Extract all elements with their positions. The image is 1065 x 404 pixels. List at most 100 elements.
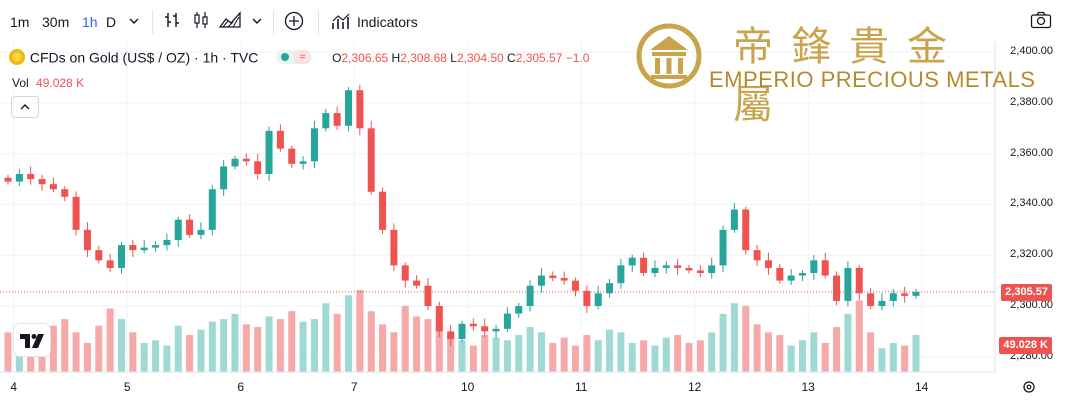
volume-bar xyxy=(186,334,194,372)
interval-1m[interactable]: 1m xyxy=(10,14,30,30)
volume-bar xyxy=(651,345,659,372)
volume-bar xyxy=(572,345,579,372)
compare-symbol-button[interactable] xyxy=(284,11,304,33)
bar-chart-type-button[interactable] xyxy=(163,11,181,33)
candle-body xyxy=(594,293,602,306)
candle-body xyxy=(901,293,909,296)
candle-body xyxy=(27,174,35,180)
volume-bar xyxy=(844,313,852,372)
snapshot-button[interactable] xyxy=(1030,11,1052,33)
candle-body xyxy=(572,280,579,291)
candle-body xyxy=(628,257,636,266)
indicators-button[interactable]: Indicators xyxy=(331,11,418,33)
candle-body xyxy=(515,306,523,314)
price-tick-label: 2,360.00 xyxy=(1010,146,1053,159)
open-label: O xyxy=(332,50,342,65)
close-label: C xyxy=(507,50,516,65)
chart-type-dropdown[interactable] xyxy=(251,11,263,33)
chevron-down-icon xyxy=(252,18,262,24)
status-pill[interactable]: ≈ xyxy=(276,50,313,65)
high-value: 2,308.68 xyxy=(400,50,447,65)
candle-body xyxy=(15,174,23,182)
volume-bar xyxy=(242,324,250,372)
candle-body xyxy=(764,260,772,268)
candle-body xyxy=(163,240,171,246)
area-chart-type-button[interactable] xyxy=(219,11,241,33)
time-tick-label: 13 xyxy=(801,380,815,394)
candle-body xyxy=(844,267,852,301)
volume-bar xyxy=(833,327,841,372)
candle-body xyxy=(197,229,205,235)
time-tick-label: 10 xyxy=(460,380,475,394)
volume-bar xyxy=(662,337,670,372)
candle-body xyxy=(719,229,727,266)
volume-bar xyxy=(742,305,750,372)
candle-body xyxy=(49,184,57,190)
candle-body xyxy=(186,219,194,235)
candle-body xyxy=(152,245,160,248)
volume-bar xyxy=(322,303,330,372)
candle-body xyxy=(753,250,761,261)
candle-body xyxy=(435,306,443,332)
candle-body xyxy=(867,293,875,306)
volume-value: 49.028 K xyxy=(36,76,85,90)
candle-body xyxy=(220,166,228,190)
candle-body xyxy=(72,196,80,230)
interval-dropdown[interactable] xyxy=(128,11,140,33)
candle-body xyxy=(299,161,307,164)
interval-1h[interactable]: 1h xyxy=(82,14,98,30)
volume-bar xyxy=(299,321,307,372)
volume-bar xyxy=(367,311,375,372)
candle-body xyxy=(821,260,829,276)
volume-bar xyxy=(129,332,137,372)
candle-body xyxy=(810,260,818,273)
volume-bar xyxy=(526,327,534,372)
auto-scale-button[interactable] xyxy=(1022,380,1036,399)
volume-bar xyxy=(83,342,91,372)
volume-bar xyxy=(118,319,125,372)
area-chart-icon xyxy=(219,11,241,28)
candle-body xyxy=(61,189,69,197)
candle-body xyxy=(208,189,216,230)
volume-bar xyxy=(696,340,704,372)
volume-bar xyxy=(333,313,341,372)
volume-bar xyxy=(617,332,625,372)
candles-chart-type-button[interactable] xyxy=(192,11,210,33)
collapse-legend-button[interactable] xyxy=(11,96,39,118)
volume-bar xyxy=(730,303,738,372)
interval-30m[interactable]: 30m xyxy=(42,14,70,30)
volume-bar xyxy=(288,311,296,372)
volume-bar xyxy=(140,342,148,372)
settings-icon xyxy=(1023,381,1035,393)
volume-bar xyxy=(889,342,897,372)
volume-bar xyxy=(674,334,682,372)
candle-body xyxy=(38,179,46,185)
volume-bar xyxy=(254,327,262,372)
candle-body xyxy=(674,265,682,268)
candle-body xyxy=(503,313,511,329)
candle-body xyxy=(685,267,693,271)
interval-d[interactable]: D xyxy=(106,14,117,30)
time-tick-label: 4 xyxy=(10,380,18,394)
price-tick-label: 2,380.00 xyxy=(1010,95,1053,108)
candle-body xyxy=(254,161,262,174)
toolbar-divider xyxy=(152,10,153,34)
volume-bar xyxy=(640,340,648,372)
symbol-legend: CFDs on Gold (US$ / OZ) · 1h · TVC ≈ O2,… xyxy=(8,48,589,66)
time-tick-label: 12 xyxy=(687,380,702,394)
open-value: 2,306.65 xyxy=(341,50,389,65)
volume-bar xyxy=(515,334,523,372)
candle-body xyxy=(526,285,534,306)
candle-body xyxy=(424,285,432,306)
volume-bar xyxy=(106,308,114,372)
candle-body xyxy=(140,247,148,251)
toolbar-divider xyxy=(273,10,274,34)
candle-body xyxy=(118,245,125,268)
volume-bar xyxy=(708,332,716,372)
candle-body xyxy=(583,290,591,306)
volume-bar xyxy=(810,332,818,372)
tradingview-logo[interactable] xyxy=(14,324,50,356)
symbol-title[interactable]: CFDs on Gold (US$ / OZ) · 1h · TVC xyxy=(29,49,259,66)
indicators-label: Indicators xyxy=(357,14,418,30)
time-tick-label: 14 xyxy=(914,380,929,394)
